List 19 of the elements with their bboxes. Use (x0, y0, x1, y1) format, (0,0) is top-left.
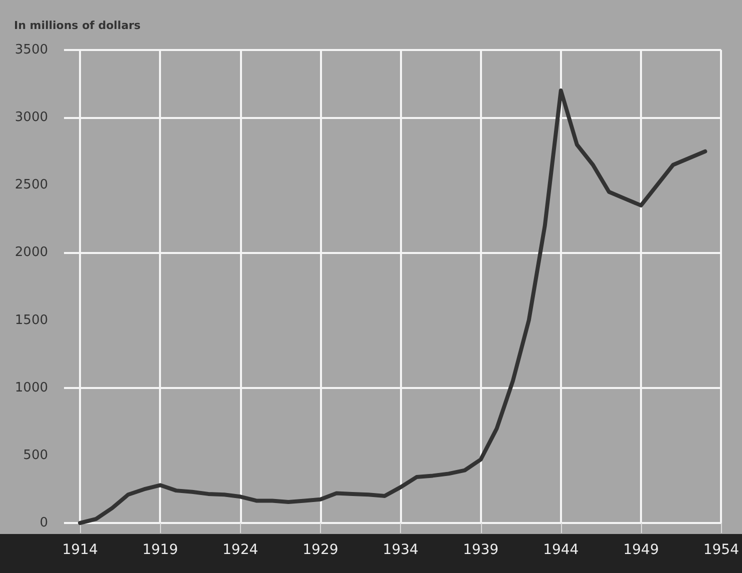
y-tick-label: 0 (40, 516, 48, 530)
y-tick-label: 3000 (14, 110, 48, 126)
line-series (78, 88, 708, 525)
x-tick-label: 1924 (222, 542, 258, 558)
y-tick-label: 500 (23, 448, 48, 463)
x-tick-label: 1929 (302, 542, 338, 558)
y-tick-label: 2500 (14, 178, 48, 193)
y-axis-title: In millions of dollars (14, 19, 142, 32)
y-tick-label: 3500 (14, 42, 48, 58)
x-tick-label: 1919 (142, 542, 178, 558)
x-tick-label: 1914 (62, 542, 98, 558)
x-tick-label: 1934 (382, 542, 419, 558)
y-tick-label: 1000 (14, 380, 48, 396)
y-tick-label: 1500 (14, 312, 48, 328)
x-tick-label: 1954 (703, 542, 740, 558)
y-tick-label: 2000 (14, 245, 48, 260)
x-tick-label: 1944 (543, 542, 579, 558)
x-tick-label: 1939 (462, 542, 499, 558)
x-tick-label: 1949 (623, 542, 659, 558)
